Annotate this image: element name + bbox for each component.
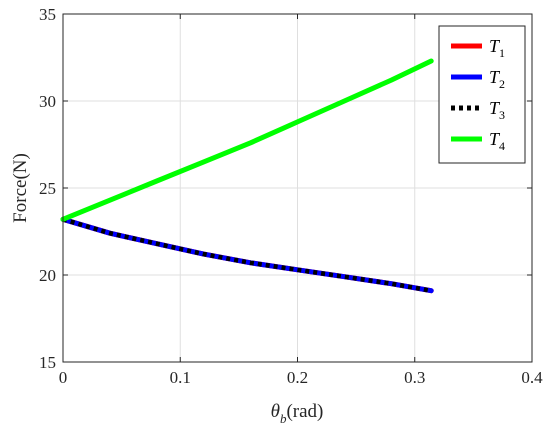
legend-label-sub: 1	[499, 46, 505, 60]
y-tick-label: 25	[39, 179, 56, 198]
y-tick-label: 20	[39, 266, 56, 285]
series-layer	[60, 58, 434, 294]
x-axis-title-unit: (rad)	[286, 401, 323, 422]
legend-label-sub: 2	[499, 77, 505, 91]
x-tick-labels: 0 0.1 0.2 0.3 0.4	[59, 368, 543, 387]
x-axis-title-main: θ	[271, 401, 280, 422]
legend-label-main: T	[489, 67, 501, 87]
series-line-t4	[60, 58, 434, 222]
series-line-t3	[62, 217, 432, 293]
y-tick-label: 15	[39, 353, 56, 372]
legend-label-main: T	[489, 98, 501, 118]
y-tick-labels: 15 20 25 30 35	[39, 5, 56, 372]
x-tick-label: 0	[59, 368, 68, 387]
y-tick-label: 35	[39, 5, 56, 24]
y-axis-title: Force(N)	[10, 153, 31, 223]
legend-label-main: T	[489, 129, 501, 149]
x-tick-label: 0.2	[287, 368, 308, 387]
x-axis-title-sub: b	[280, 411, 287, 426]
legend-label-main: T	[489, 36, 501, 56]
y-tick-label: 30	[39, 92, 56, 111]
axis-ticks	[62, 13, 533, 363]
x-tick-label: 0.3	[404, 368, 425, 387]
x-axis-title: θb(rad)	[271, 401, 324, 426]
legend-label-t2: T2	[489, 67, 505, 91]
legend-label-sub: 3	[499, 108, 505, 122]
legend-label-t3: T3	[489, 98, 505, 122]
legend-label-t4: T4	[489, 129, 505, 153]
x-tick-label: 0.1	[170, 368, 191, 387]
legend-label-t1: T1	[489, 36, 505, 60]
x-tick-label: 0.4	[521, 368, 543, 387]
legend-label-sub: 4	[499, 139, 505, 153]
